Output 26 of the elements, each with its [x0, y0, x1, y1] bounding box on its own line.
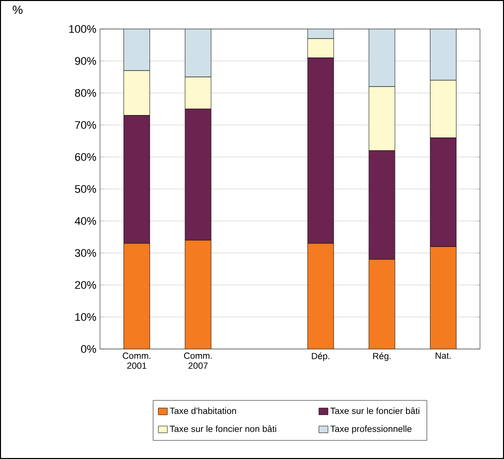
y-tick-label: 20%	[75, 281, 96, 289]
legend-label: Taxe sur le foncier non bâti	[170, 425, 276, 432]
x-tick-label: Dép.	[312, 352, 330, 361]
bar	[307, 29, 334, 39]
y-tick-label: 30%	[74, 249, 96, 257]
legend-label: Taxe sur le foncier bâti	[330, 407, 420, 414]
bar	[430, 29, 456, 80]
x-tick-label: Rég.	[373, 352, 391, 361]
legend-label: Taxe professionnelle	[330, 425, 412, 434]
y-axis-title: %	[12, 6, 23, 14]
x-tick-label: Comm. 2001	[122, 352, 150, 369]
y-tick-label: 50%	[74, 185, 96, 193]
x-tick-label: Comm. 2007	[184, 352, 212, 369]
y-tick-label: 100%	[69, 25, 96, 33]
y-tick-label: 80%	[75, 89, 96, 97]
y-tick-label: 60%	[75, 153, 96, 161]
bar	[368, 29, 396, 87]
y-tick-label: 0%	[81, 345, 96, 353]
y-tick-label: 70%	[75, 121, 96, 129]
x-tick-label: Nat.	[436, 352, 451, 359]
bar	[124, 29, 150, 71]
legend-label: Taxe d'habitation	[170, 407, 236, 414]
y-tick-label: 10%	[75, 313, 96, 321]
y-tick-label: 40%	[74, 217, 96, 225]
bar	[184, 29, 212, 78]
y-tick-label: 90%	[75, 57, 96, 65]
